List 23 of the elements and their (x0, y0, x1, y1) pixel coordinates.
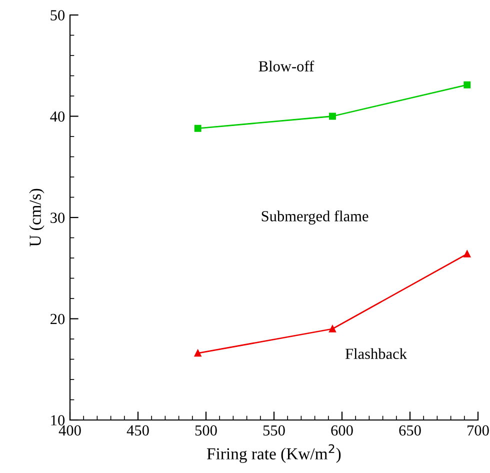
x-tick-label: 600 (331, 425, 353, 436)
x-tick-label: 500 (195, 425, 217, 436)
x-tick-label: 400 (58, 425, 81, 436)
x-tick-label: 650 (399, 425, 421, 436)
y-axis-title: U (cm/s) (29, 188, 44, 247)
y-tick-label: 10 (51, 415, 65, 426)
x-axis-title: Firing rate (Kw/m$^{2}$) (206, 444, 341, 463)
x-tick-label: 450 (126, 425, 149, 436)
y-tick-label: 50 (50, 10, 65, 20)
point (329, 112, 336, 120)
annotation: Blow-off (258, 60, 314, 72)
point (194, 124, 202, 132)
point (329, 325, 336, 332)
x-tick-label: 550 (263, 425, 285, 436)
y-tick-label: 30 (50, 212, 65, 223)
point (194, 350, 202, 357)
y-tick-label: 20 (50, 314, 65, 324)
x-tick-label: 700 (468, 425, 489, 436)
point (464, 250, 471, 258)
annotation: Submerged flame (262, 210, 368, 225)
point (464, 81, 471, 88)
y-tick-label: 40 (50, 111, 65, 122)
annotation: Flashback (345, 348, 407, 360)
